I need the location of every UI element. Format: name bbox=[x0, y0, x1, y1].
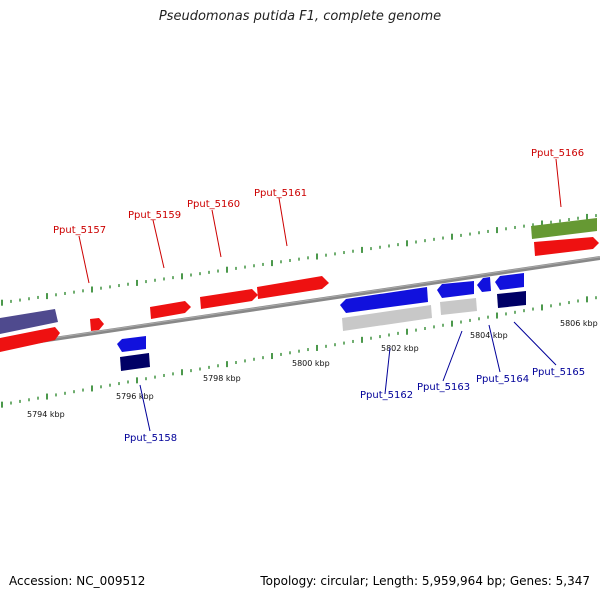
genome-backbone-highlight bbox=[0, 256, 600, 347]
gray-feature-1[interactable] bbox=[342, 305, 432, 331]
reverse-gene-pput5163[interactable] bbox=[437, 281, 474, 298]
accession-text: Accession: NC_009512 bbox=[9, 574, 146, 588]
scale-label: 5796 kbp bbox=[116, 392, 154, 401]
forward-gene-pput5157[interactable] bbox=[90, 318, 104, 331]
leader-pput5162 bbox=[384, 347, 391, 395]
scale-label: 5798 kbp bbox=[203, 374, 241, 383]
leader-pput5160 bbox=[211, 209, 222, 258]
gray-feature-2[interactable] bbox=[440, 298, 477, 315]
gene-label-pput5162[interactable]: Pput_5162 bbox=[360, 390, 413, 401]
reverse-gene-pput5162[interactable] bbox=[340, 287, 428, 313]
reverse-gene-pput5164[interactable] bbox=[477, 277, 491, 292]
genome-backbone bbox=[0, 256, 600, 349]
forward-gene-pput5166[interactable] bbox=[534, 237, 599, 256]
forward-gene-pput5159[interactable] bbox=[150, 301, 191, 319]
dark-feature-left[interactable] bbox=[120, 353, 150, 371]
map-title: Pseudomonas putida F1, complete genome bbox=[158, 9, 442, 24]
scale-label: 5802 kbp bbox=[381, 344, 419, 353]
dark-feature-right[interactable] bbox=[497, 291, 526, 308]
gene-label-pput5159[interactable]: Pput_5159 bbox=[128, 210, 181, 221]
leader-pput5161 bbox=[278, 197, 288, 247]
scale-label: 5794 kbp bbox=[27, 410, 65, 419]
gene-label-pput5157[interactable]: Pput_5157 bbox=[53, 225, 106, 236]
leader-pput5163 bbox=[442, 330, 463, 382]
leader-pput5166 bbox=[555, 158, 562, 208]
bottom-label-leaders bbox=[139, 321, 557, 432]
forward-gene-left[interactable] bbox=[0, 327, 60, 352]
gene-label-pput5163[interactable]: Pput_5163 bbox=[417, 382, 470, 393]
leader-pput5158 bbox=[139, 384, 151, 432]
top-label-leaders bbox=[78, 158, 562, 284]
leader-pput5157 bbox=[78, 235, 90, 284]
scale-label: 5800 kbp bbox=[292, 359, 330, 368]
forward-gene-pput5160[interactable] bbox=[200, 289, 258, 309]
scale-label: 5804 kbp bbox=[470, 331, 508, 340]
leader-pput5164 bbox=[488, 324, 501, 373]
gene-label-pput5158[interactable]: Pput_5158 bbox=[124, 433, 177, 444]
leader-pput5165 bbox=[513, 321, 557, 366]
gene-label-pput5161[interactable]: Pput_5161 bbox=[254, 188, 307, 199]
leader-pput5159 bbox=[152, 219, 165, 269]
reverse-gene-pput5165[interactable] bbox=[495, 273, 524, 290]
purple-feature[interactable] bbox=[0, 309, 58, 334]
topology-text: Topology: circular; Length: 5,959,964 bp… bbox=[260, 574, 590, 588]
gene-label-pput5166[interactable]: Pput_5166 bbox=[531, 148, 584, 159]
reverse-gene-pput5158[interactable] bbox=[117, 336, 146, 352]
olive-feature[interactable] bbox=[531, 218, 597, 239]
forward-gene-pput5161[interactable] bbox=[257, 276, 329, 299]
gene-label-pput5165[interactable]: Pput_5165 bbox=[532, 367, 585, 378]
gene-label-pput5160[interactable]: Pput_5160 bbox=[187, 199, 240, 210]
gene-label-pput5164[interactable]: Pput_5164 bbox=[476, 374, 529, 385]
scale-label: 5806 kbp bbox=[560, 319, 598, 328]
scale-ticks bbox=[1, 213, 597, 408]
